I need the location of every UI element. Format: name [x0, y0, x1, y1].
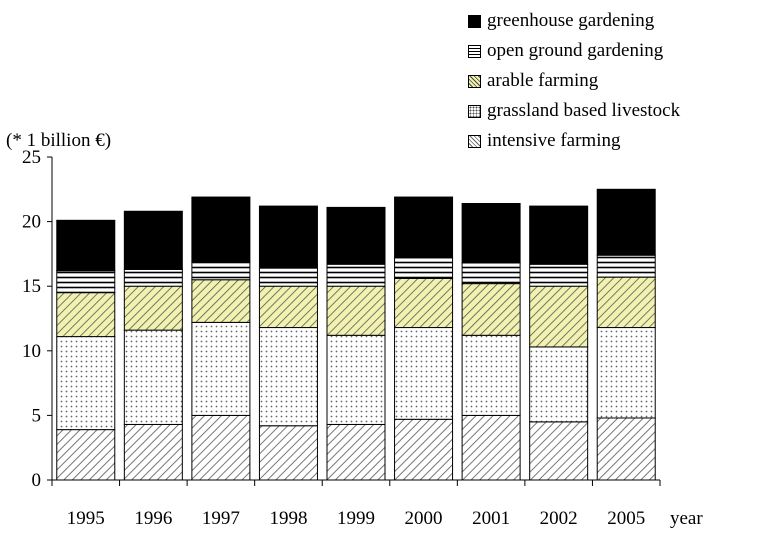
bar-segment-open-ground-gardening [56, 270, 116, 294]
legend-label: intensive farming [487, 130, 621, 151]
legend-label: grassland based livestock [487, 100, 681, 121]
y-tick-label: 5 [32, 405, 42, 426]
bar-segment-open-ground-gardening [596, 254, 656, 278]
bar-segment-grassland-based-livestock [394, 327, 454, 420]
bar-segment-intensive-farming [529, 421, 589, 481]
bar-segment-open-ground-gardening [123, 268, 183, 287]
bar-segment-grassland-based-livestock [596, 327, 656, 419]
legend-item: intensive farming [468, 126, 680, 156]
legend-swatch [468, 44, 481, 58]
x-tick-label: 1996 [134, 508, 172, 529]
y-tick-label: 25 [22, 147, 41, 168]
bar-segment-open-ground-gardening [461, 262, 521, 285]
legend-swatch [468, 14, 481, 28]
bar-segment-arable-farming [596, 276, 656, 329]
chart-legend: greenhouse gardening open ground gardenin… [468, 6, 680, 156]
y-tick-label: 15 [22, 276, 41, 297]
bar-segment-intensive-farming [326, 423, 386, 481]
legend-label: arable farming [487, 70, 599, 91]
bar-segment-greenhouse-gardening [123, 210, 183, 270]
bar-segment-grassland-based-livestock [529, 346, 589, 423]
x-axis-label: year [670, 508, 703, 529]
bar-segment-greenhouse-gardening [394, 196, 454, 259]
bar-segment-open-ground-gardening [394, 257, 454, 279]
bar-segment-arable-farming [394, 277, 454, 329]
bar-segment-arable-farming [258, 285, 318, 329]
legend-label: open ground gardening [487, 40, 664, 61]
bar-segment-intensive-farming [596, 417, 656, 481]
bar-segment-greenhouse-gardening [461, 203, 521, 264]
bar-segment-arable-farming [461, 283, 521, 336]
bar-segment-grassland-based-livestock [461, 334, 521, 416]
y-unit-label: (* 1 billion €) [6, 130, 112, 151]
x-tick-label: 1995 [67, 508, 105, 529]
x-tick-label: 1997 [202, 508, 240, 529]
bar-segment-grassland-based-livestock [123, 329, 183, 425]
y-tick-label: 10 [22, 341, 41, 362]
x-tick-label: 2000 [405, 508, 443, 529]
bar-segment-grassland-based-livestock [56, 336, 116, 431]
x-tick-label: 2005 [607, 508, 645, 529]
bar-segment-arable-farming [123, 285, 183, 331]
y-tick-label: 20 [22, 212, 41, 233]
x-tick-label: 2001 [472, 508, 510, 529]
x-tick-label: 1999 [337, 508, 375, 529]
bar-segment-greenhouse-gardening [56, 219, 116, 272]
bar-segment-intensive-farming [191, 414, 251, 481]
legend-label: greenhouse gardening [487, 10, 655, 31]
legend-swatch [468, 104, 481, 118]
bar-segment-open-ground-gardening [191, 261, 251, 281]
bar-segment-grassland-based-livestock [191, 321, 251, 416]
legend-item: open ground gardening [468, 36, 680, 66]
legend-item: greenhouse gardening [468, 6, 680, 36]
bar-segment-arable-farming [56, 292, 116, 338]
bar-segment-intensive-farming [394, 418, 454, 481]
bar-segment-grassland-based-livestock [258, 327, 318, 427]
bar-segment-intensive-farming [123, 423, 183, 481]
x-tick-label: 1998 [269, 508, 307, 529]
bar-segment-open-ground-gardening [326, 263, 386, 287]
bar-segment-arable-farming [191, 279, 251, 323]
bar-segment-greenhouse-gardening [529, 205, 589, 265]
bar-segment-intensive-farming [258, 425, 318, 481]
bar-segment-greenhouse-gardening [191, 196, 251, 263]
bar-segment-greenhouse-gardening [326, 206, 386, 265]
bar-segment-open-ground-gardening [258, 267, 318, 287]
bar-segment-greenhouse-gardening [258, 205, 318, 269]
bar-segment-greenhouse-gardening [596, 188, 656, 256]
x-tick-label: 2002 [540, 508, 578, 529]
bar-segment-arable-farming [326, 285, 386, 336]
legend-swatch [468, 134, 481, 148]
bar-segment-intensive-farming [56, 429, 116, 481]
bar-segment-arable-farming [529, 285, 589, 348]
y-tick-label: 0 [32, 470, 42, 491]
bar-segment-grassland-based-livestock [326, 334, 386, 425]
legend-item: arable farming [468, 66, 680, 96]
bar-segment-open-ground-gardening [529, 263, 589, 287]
legend-item: grassland based livestock [468, 96, 680, 126]
bar-segment-intensive-farming [461, 414, 521, 481]
legend-swatch [468, 74, 481, 88]
